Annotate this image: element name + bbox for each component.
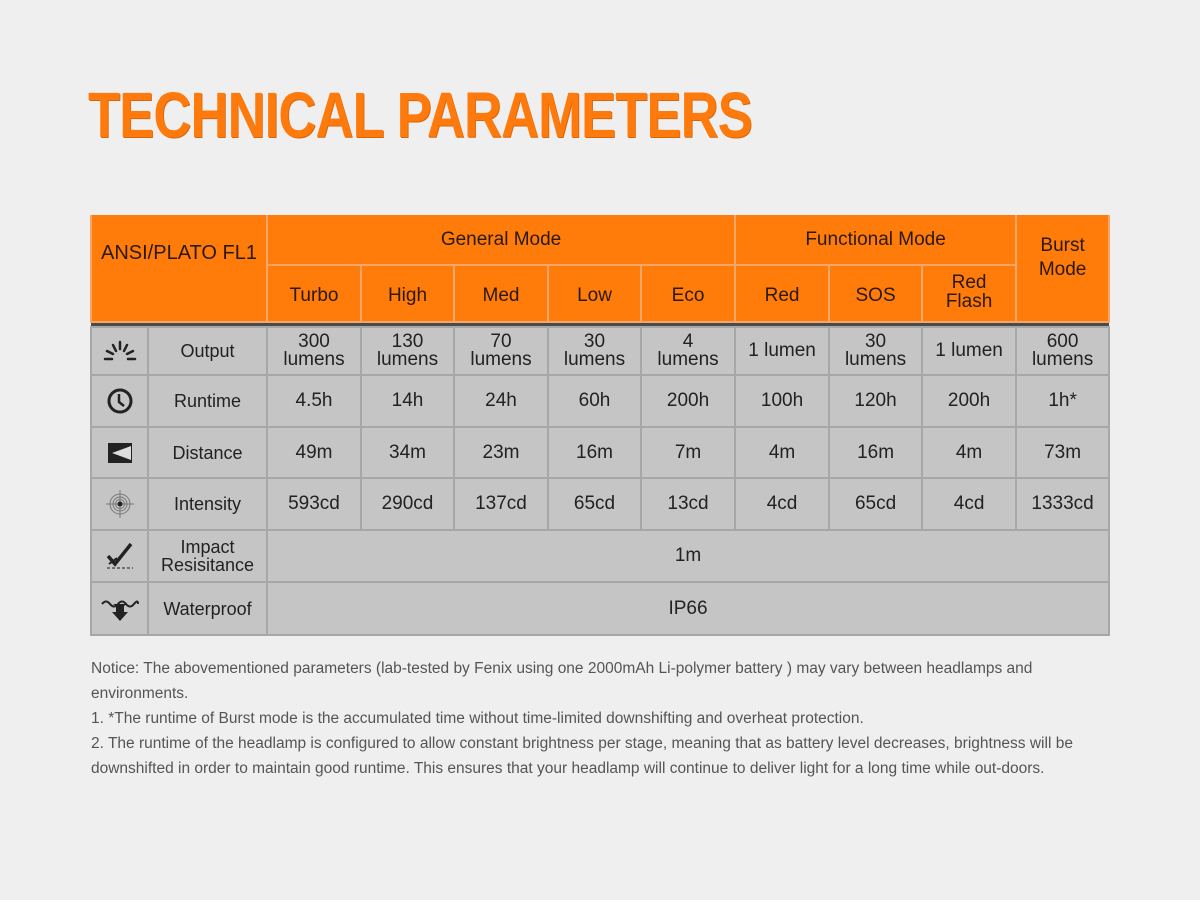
beam-distance-icon — [90, 426, 149, 479]
row-label: Waterproof — [147, 581, 268, 636]
table-row: Waterproof IP66 — [90, 581, 1111, 636]
value-cell: 34m — [360, 426, 455, 479]
value-cell: 60h — [547, 374, 642, 428]
value-cell: 4cd — [734, 477, 831, 531]
value-cell: 14h — [360, 374, 455, 428]
value-cell: 1 lumen — [921, 326, 1018, 376]
value-cell: 24h — [453, 374, 549, 428]
corner-header: ANSI/PLATO FL1 — [90, 215, 268, 323]
value-cell: 130 lumens — [360, 326, 455, 376]
value-cell: 137cd — [453, 477, 549, 531]
mode-header-high: High — [360, 264, 455, 323]
value-cell: 30 lumens — [547, 326, 642, 376]
notice-item-1: 1. *The runtime of Burst mode is the acc… — [91, 710, 864, 727]
value-cell: 23m — [453, 426, 549, 479]
row-label: Impact Resisitance — [147, 529, 268, 583]
group-header-functional: Functional Mode — [734, 215, 1018, 266]
mode-header-red-flash: Red Flash — [921, 264, 1018, 323]
value-cell: 4cd — [921, 477, 1018, 531]
value-cell: 70 lumens — [453, 326, 549, 376]
value-cell: 120h — [828, 374, 924, 428]
mode-header-med: Med — [453, 264, 549, 323]
table-row: Impact Resisitance 1m — [90, 529, 1111, 583]
row-label: Runtime — [147, 374, 268, 428]
value-cell: 16m — [828, 426, 924, 479]
value-cell: 16m — [547, 426, 642, 479]
value-cell: 13cd — [639, 477, 737, 531]
value-cell: 65cd — [828, 477, 924, 531]
table-row: Runtime 4.5h 14h 24h 60h 200h 100h 120h 200h 1h* — [90, 374, 1111, 428]
table-row: Output 300 lumens 130 lumens 70 lumens 30 lu… — [90, 326, 1111, 376]
value-cell: 200h — [639, 374, 737, 428]
row-label: Intensity — [147, 477, 268, 531]
group-header-general: General Mode — [265, 215, 737, 266]
notice-paragraph: Notice: The abovementioned parameters (l… — [91, 660, 1033, 702]
value-cell: 1h* — [1015, 374, 1111, 428]
page-title: TECHNICAL PARAMETERS — [88, 79, 753, 151]
value-cell: 1 lumen — [734, 326, 831, 376]
value-cell: 600 lumens — [1015, 326, 1111, 376]
merged-value-cell: 1m — [265, 529, 1111, 583]
table-row: Intensity 593cd 290cd 137cd 65cd 13cd 4cd 65cd 4… — [90, 477, 1111, 531]
value-cell: 4m — [734, 426, 831, 479]
value-cell: 200h — [921, 374, 1018, 428]
row-label: Distance — [147, 426, 268, 479]
mode-header-red: Red — [734, 264, 831, 323]
clock-icon — [90, 374, 149, 428]
notice-item-2: 2. The runtime of the headlamp is config… — [91, 735, 1073, 777]
impact-check-icon — [90, 529, 149, 583]
output-rays-icon — [90, 326, 149, 376]
merged-value-cell: IP66 — [265, 581, 1111, 636]
value-cell: 30 lumens — [828, 326, 924, 376]
value-cell: 1333cd — [1015, 477, 1111, 531]
value-cell: 100h — [734, 374, 831, 428]
mode-header-low: Low — [547, 264, 642, 323]
value-cell: 290cd — [360, 477, 455, 531]
group-header-burst: Burst Mode — [1015, 215, 1111, 323]
value-cell: 73m — [1015, 426, 1111, 479]
waterproof-icon — [90, 581, 149, 636]
mode-header-sos: SOS — [828, 264, 924, 323]
value-cell: 4m — [921, 426, 1018, 479]
value-cell: 4.5h — [266, 374, 362, 428]
row-label: Output — [147, 326, 268, 376]
parameters-table: ANSI/PLATO FL1 General Mode Functional M… — [90, 215, 1111, 636]
value-cell: 300 lumens — [266, 326, 362, 376]
mode-header-eco: Eco — [639, 264, 737, 323]
notice-text: Notice: The abovementioned parameters (l… — [91, 656, 1111, 781]
target-intensity-icon — [90, 477, 149, 531]
table-row: Distance 49m 34m 23m 16m 7m 4m 16m 4m 73m — [90, 426, 1111, 479]
value-cell: 49m — [266, 426, 362, 479]
value-cell: 593cd — [266, 477, 362, 531]
value-cell: 7m — [639, 426, 737, 479]
value-cell: 65cd — [547, 477, 642, 531]
mode-header-turbo: Turbo — [266, 264, 362, 323]
value-cell: 4 lumens — [639, 326, 737, 376]
